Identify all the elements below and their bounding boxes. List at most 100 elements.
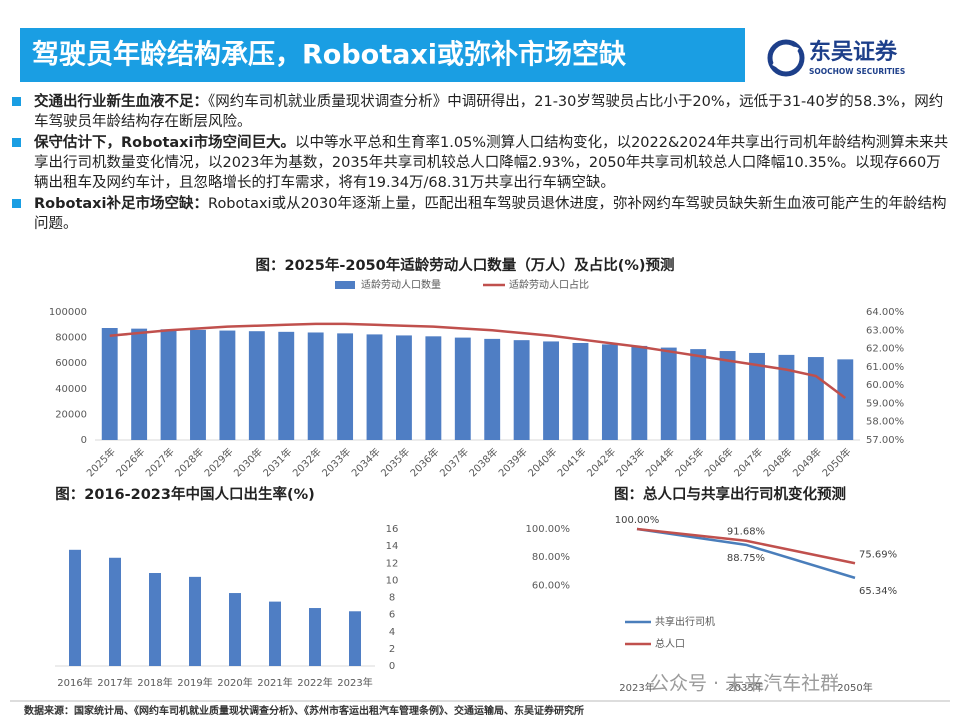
bar xyxy=(149,573,161,666)
watermark: 公众号 · 未来汽车社群 xyxy=(650,673,839,695)
slide-title: 驾驶员年龄结构承压，Robotaxi或弥补市场空缺 xyxy=(32,39,626,71)
legend-swatch xyxy=(335,281,355,289)
x-tick-label: 2019年 xyxy=(177,676,212,689)
y-tick-label: 100000 xyxy=(49,307,87,318)
bar xyxy=(101,328,118,440)
legend-box xyxy=(619,610,721,654)
chart-title: 图：2016-2023年中国人口出生率(%) xyxy=(55,485,315,503)
x-tick-label: 2017年 xyxy=(97,676,132,689)
bar xyxy=(307,332,324,440)
bar xyxy=(631,345,648,440)
y-tick-label: 14 xyxy=(386,541,399,552)
logo-text: 东吴证券 xyxy=(809,39,898,65)
bullet-list: 交通出行业新生血液不足：《网约车司机就业质量现状调查分析》中调研得出，21-30… xyxy=(10,92,950,235)
x-tick-label: 2032年 xyxy=(290,445,324,479)
bar xyxy=(229,593,241,666)
bar xyxy=(778,354,795,440)
x-tick-label: 2042年 xyxy=(584,445,618,479)
x-tick-label: 2025年 xyxy=(84,445,118,479)
y2-tick-label: 59.00% xyxy=(866,398,904,409)
x-tick-label: 2026年 xyxy=(113,445,147,479)
bullet: Robotaxi补足市场空缺：Robotaxi或从2030年逐渐上量，匹配出租车… xyxy=(10,194,950,234)
bar xyxy=(601,344,618,440)
x-tick-label: 2029年 xyxy=(201,445,235,479)
y-tick-label: 10 xyxy=(386,575,399,586)
logo-icon xyxy=(767,39,805,77)
y2-tick-label: 62.00% xyxy=(866,344,904,355)
y-tick-label: 80000 xyxy=(55,333,87,344)
x-tick-label: 2037年 xyxy=(437,445,471,479)
y2-tick-label: 60.00% xyxy=(866,380,904,391)
bar xyxy=(309,608,321,666)
y-tick-label: 60000 xyxy=(55,358,87,369)
bar xyxy=(484,338,501,440)
x-tick-label: 2031年 xyxy=(260,445,294,479)
x-tick-label: 2016年 xyxy=(57,676,92,689)
bar xyxy=(660,347,677,440)
bar xyxy=(837,359,854,440)
bar xyxy=(572,342,589,440)
x-tick-label: 2046年 xyxy=(702,445,736,479)
x-tick-label: 2050年 xyxy=(819,445,853,479)
x-tick-label: 2040年 xyxy=(525,445,559,479)
title-banner xyxy=(20,28,745,82)
x-tick-label: 2034年 xyxy=(349,445,383,479)
x-tick-label: 2028年 xyxy=(172,445,206,479)
bar xyxy=(719,351,736,440)
bar xyxy=(269,601,281,666)
source-note: 数据来源：国家统计局、《网约车司机就业质量现状调查分析》、《苏州市客运出租汽车管… xyxy=(24,704,584,717)
y-tick-label: 4 xyxy=(389,627,395,638)
x-tick-label: 2045年 xyxy=(672,445,706,479)
x-tick-label: 2023年 xyxy=(619,681,654,694)
bullet-lead: 保守估计下，Robotaxi市场空间巨大。 xyxy=(34,135,296,151)
bar xyxy=(690,349,707,440)
y-tick-label: 80.00% xyxy=(532,552,570,563)
bullet-lead: 交通出行业新生血液不足： xyxy=(34,94,208,110)
y2-tick-label: 61.00% xyxy=(866,362,904,373)
bullet: 保守估计下，Robotaxi市场空间巨大。以中等水平总和生育率1.05%测算人口… xyxy=(10,133,950,193)
bar xyxy=(160,329,177,440)
data-label: 75.69% xyxy=(859,549,897,560)
y-tick-label: 0 xyxy=(81,435,87,446)
bar xyxy=(395,335,412,440)
bar xyxy=(349,611,361,666)
bar xyxy=(454,337,471,440)
y-tick-label: 6 xyxy=(389,610,395,621)
x-tick-label: 2043年 xyxy=(613,445,647,479)
bar xyxy=(109,557,121,666)
y-tick-label: 40000 xyxy=(55,384,87,395)
x-tick-label: 2027年 xyxy=(143,445,177,479)
bar xyxy=(131,328,148,440)
y-tick-label: 20000 xyxy=(55,409,87,420)
bullet: 交通出行业新生血液不足：《网约车司机就业质量现状调查分析》中调研得出，21-30… xyxy=(10,92,950,132)
y-tick-label: 100.00% xyxy=(526,524,571,535)
line xyxy=(109,322,847,399)
x-tick-label: 2021年 xyxy=(257,676,292,689)
x-tick-label: 2022年 xyxy=(297,676,332,689)
x-tick-label: 2030年 xyxy=(231,445,265,479)
x-tick-label: 2035年 xyxy=(728,681,763,694)
x-tick-label: 2049年 xyxy=(790,445,824,479)
data-label: 100.00% xyxy=(615,515,660,526)
bar xyxy=(278,331,295,440)
bullet-text: Robotaxi或从2030年逐渐上量，匹配出租车驾驶员退休进度，弥补网约车驾驶… xyxy=(34,196,947,232)
x-tick-label: 2023年 xyxy=(337,676,372,689)
logo-subtext: SOOCHOW SECURITIES xyxy=(809,67,905,76)
line xyxy=(636,527,856,580)
data-label: 91.68% xyxy=(727,527,765,538)
y-tick-label: 2 xyxy=(389,644,395,655)
x-tick-label: 2041年 xyxy=(554,445,588,479)
bar xyxy=(807,357,824,440)
bar xyxy=(337,333,354,440)
bar xyxy=(425,336,442,440)
bar xyxy=(513,340,530,440)
x-tick-label: 2036年 xyxy=(407,445,441,479)
x-tick-label: 2038年 xyxy=(466,445,500,479)
legend-label: 适龄劳动人口数量 xyxy=(361,278,441,291)
x-tick-label: 2035年 xyxy=(378,445,412,479)
y2-tick-label: 64.00% xyxy=(866,307,904,318)
y-tick-label: 12 xyxy=(386,558,399,569)
y2-tick-label: 63.00% xyxy=(866,325,904,336)
